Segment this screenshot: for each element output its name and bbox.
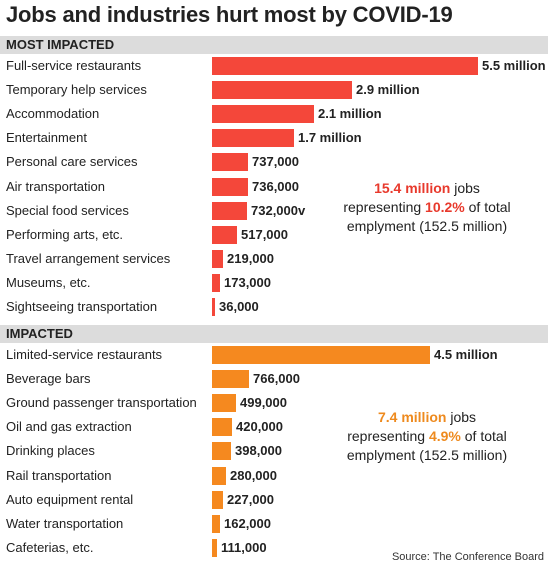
bar-value-label: 173,000 [224, 275, 271, 290]
callout-jobs-highlight: 15.4 million [374, 180, 451, 196]
source-note: Source: The Conference Board [391, 551, 544, 563]
bar-value-label: 4.5 million [434, 347, 498, 362]
category-label: Limited-service restaurants [6, 347, 163, 362]
category-label: Personal care services [6, 154, 138, 169]
category-label: Entertainment [6, 130, 87, 145]
callout-jobs-text: jobs [450, 180, 480, 196]
bar [212, 418, 232, 436]
section-header-impacted: IMPACTED [0, 325, 548, 343]
bar-value-label: 420,000 [236, 419, 283, 434]
callout-most-impacted: 15.4 million jobs representing 10.2% of … [322, 179, 532, 236]
category-label: Beverage bars [6, 371, 91, 386]
bar-value-label: 2.9 million [356, 82, 420, 97]
bar-value-label: 227,000 [227, 492, 274, 507]
category-label: Sightseeing transportation [6, 299, 158, 314]
bar-value-label: 111,000 [221, 540, 267, 555]
callout-representing-text: representing [343, 199, 426, 215]
bar-value-label: 36,000 [219, 299, 259, 314]
category-label: Cafeterias, etc. [6, 540, 94, 555]
category-label: Performing arts, etc. [6, 227, 124, 242]
bar [212, 153, 248, 171]
category-label: Full-service restaurants [6, 58, 142, 73]
bar [212, 515, 220, 533]
category-label: Drinking places [6, 443, 95, 458]
bar [212, 202, 247, 220]
callout-total-text: of total [460, 428, 507, 444]
bar-value-label: 499,000 [240, 395, 287, 410]
callout-impacted: 7.4 million jobs representing 4.9% of to… [322, 408, 532, 465]
bar-value-label: 5.5 million [482, 58, 546, 73]
category-label: Special food services [6, 203, 129, 218]
callout-percent-highlight: 10.2% [425, 199, 465, 215]
bar [212, 442, 231, 460]
bar [212, 346, 430, 364]
bar-value-label: 2.1 million [318, 106, 382, 121]
category-label: Ground passenger transportation [6, 395, 197, 410]
bar [212, 129, 294, 147]
bar [212, 57, 478, 75]
category-label: Temporary help services [6, 82, 147, 97]
callout-percent-highlight: 4.9% [428, 428, 461, 444]
callout-employment-text: emplyment (152.5 million) [346, 447, 508, 463]
callout-jobs-highlight: 7.4 million [377, 409, 447, 425]
bar [212, 250, 223, 268]
bar [212, 274, 220, 292]
bar-value-label: 737,000 [252, 154, 299, 169]
bar-value-label: 280,000 [230, 468, 277, 483]
callout-jobs-text: jobs [446, 409, 477, 425]
bar [212, 539, 217, 557]
callout-employment-text: emplyment (152.5 million) [346, 218, 508, 234]
bar-value-label: 732,000v [251, 203, 306, 218]
callout-representing-text: representing [347, 428, 429, 444]
callout-total-text: of total [464, 199, 511, 215]
bar [212, 105, 314, 123]
bar-value-label: 517,000 [241, 227, 288, 242]
category-label: Rail transportation [6, 468, 112, 483]
bar [212, 298, 215, 316]
category-label: Water transportation [6, 516, 124, 531]
bar [212, 178, 248, 196]
bar [212, 491, 223, 509]
category-label: Museums, etc. [6, 275, 91, 290]
bar [212, 370, 249, 388]
bar-value-label: 162,000 [224, 516, 271, 531]
bar-value-label: 1.7 million [298, 130, 362, 145]
category-label: Oil and gas extraction [6, 419, 132, 434]
bar [212, 226, 237, 244]
category-label: Air transportation [6, 179, 105, 194]
bar [212, 394, 236, 412]
bar-value-label: 766,000 [253, 371, 300, 386]
section-header-most-impacted: MOST IMPACTED [0, 36, 548, 54]
bar-value-label: 736,000 [252, 179, 299, 194]
bar [212, 467, 226, 485]
category-label: Auto equipment rental [6, 492, 134, 507]
bar-value-label: 398,000 [235, 443, 282, 458]
bar [212, 81, 352, 99]
chart-title: Jobs and industries hurt most by COVID-1… [6, 2, 453, 27]
category-label: Travel arrangement services [6, 251, 171, 266]
bar-value-label: 219,000 [227, 251, 274, 266]
category-label: Accommodation [6, 106, 100, 121]
